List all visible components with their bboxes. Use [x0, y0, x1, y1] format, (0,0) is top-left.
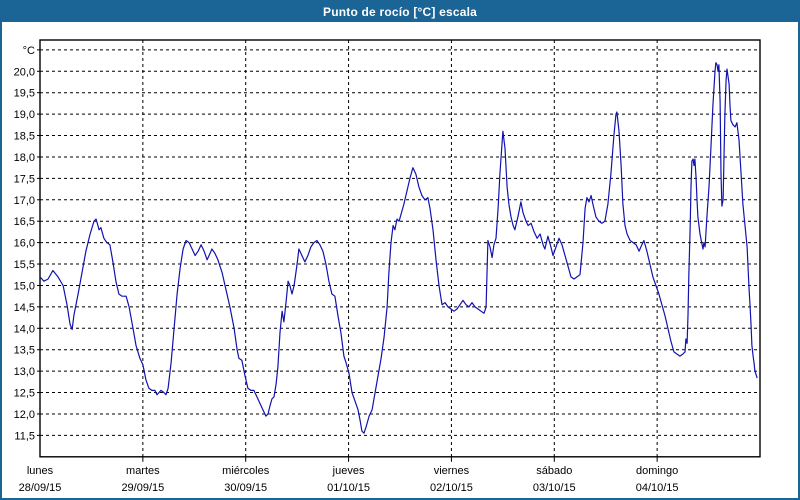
x-axis-day-label: miércoles	[222, 465, 270, 477]
x-axis-day-label: sábado	[536, 465, 572, 477]
y-axis-label: 12,0	[14, 409, 35, 421]
x-axis-day-label: jueves	[332, 465, 365, 477]
x-axis-day-label: lunes	[27, 465, 54, 477]
y-axis-label: 16,5	[14, 216, 35, 228]
title-bar: Punto de rocío [°C] escala	[2, 2, 798, 22]
x-axis-day-label: viernes	[434, 465, 470, 477]
dew-point-line-chart: 11,5 12,0 12,5 13,0 13,5 14,0 14,5 15,0 15,5 16,0…	[14, 39, 761, 494]
x-axis-date-label: 01/10/15	[327, 482, 370, 494]
x-axis-date-label: 04/10/15	[636, 482, 679, 494]
x-axis-date-label: 02/10/15	[430, 482, 473, 494]
x-axis-day-label: domingo	[636, 465, 678, 477]
y-axis-label: 17,0	[14, 195, 35, 207]
y-axis-unit-label: °C	[23, 45, 35, 57]
y-axis-label: 14,5	[14, 302, 35, 314]
y-axis-label: 16,0	[14, 238, 35, 250]
y-axis-label: 19,0	[14, 109, 35, 121]
plot-frame	[39, 39, 761, 458]
x-axis-date-label: 03/10/15	[533, 482, 576, 494]
y-axis-label: 14,0	[14, 323, 35, 335]
y-axis-label: 19,5	[14, 88, 35, 100]
page-title: Punto de rocío [°C] escala	[322, 5, 478, 19]
y-axis-label: 13,5	[14, 345, 35, 357]
y-axis-label: 18,5	[14, 131, 35, 143]
y-axis-label: 15,5	[14, 259, 35, 271]
y-axis-label: 20,0	[14, 66, 35, 78]
y-axis-label: 12,5	[14, 388, 35, 400]
x-axis-date-label: 29/09/15	[121, 482, 164, 494]
y-axis-label: 18,0	[14, 152, 35, 164]
x-axis-day-label: martes	[126, 465, 160, 477]
y-axis-label: 15,0	[14, 280, 35, 292]
x-axis-date-label: 30/09/15	[224, 482, 267, 494]
y-axis-label: 13,0	[14, 366, 35, 378]
chart-area: 11,5 12,0 12,5 13,0 13,5 14,0 14,5 15,0 15,5 16,0…	[2, 22, 798, 498]
series-line	[39, 62, 758, 434]
x-axis-date-label: 28/09/15	[19, 482, 62, 494]
y-axis-label: 17,5	[14, 173, 35, 185]
y-axis-label: 11,5	[14, 430, 35, 442]
